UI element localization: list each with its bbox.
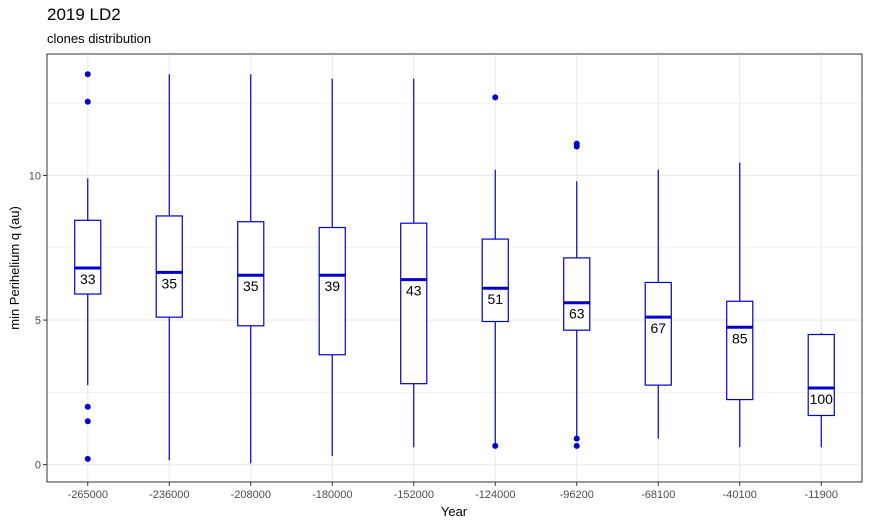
box: [74, 219, 102, 295]
outlier-point: [492, 94, 499, 101]
plot-panel: 0 5 10 -265000 -236000 -208000 -180000 -152000 -…: [29, 53, 863, 501]
outlier-point: [84, 71, 91, 78]
count-label: 100: [810, 391, 834, 407]
x-tick-label: -152000: [394, 489, 434, 501]
count-label: 43: [406, 283, 422, 299]
chart-subtitle: clones distribution: [47, 31, 151, 46]
y-tick-label: 0: [35, 460, 41, 472]
count-label: 35: [243, 278, 259, 294]
panel-border: [46, 53, 863, 483]
outlier-point: [84, 418, 91, 425]
x-tick-label: -11900: [805, 489, 838, 501]
x-tick-label: -96200: [560, 489, 594, 501]
box: [807, 333, 835, 417]
x-tick-label: -68100: [641, 489, 675, 501]
box: [726, 300, 754, 401]
outlier-point: [573, 143, 580, 150]
box: [481, 238, 509, 323]
outlier-point: [492, 442, 499, 449]
count-label: 85: [732, 330, 748, 346]
x-tick-label: -124000: [475, 489, 515, 501]
count-label: 33: [80, 271, 96, 287]
outlier-point: [573, 435, 580, 442]
x-tick-label: -236000: [149, 489, 189, 501]
y-tick-label: 10: [29, 170, 41, 182]
count-label: 39: [324, 278, 340, 294]
x-tick-label: -40100: [723, 489, 757, 501]
box: [644, 281, 672, 386]
x-tick-label: -265000: [68, 489, 108, 501]
chart-title: 2019 LD2: [47, 5, 121, 24]
box: [155, 215, 183, 318]
count-label: 63: [569, 306, 585, 322]
outlier-point: [84, 403, 91, 410]
count-label: 67: [650, 320, 666, 336]
x-tick-label: -208000: [231, 489, 271, 501]
box: [400, 222, 428, 385]
box: [318, 226, 346, 356]
y-axis-title: min Perihelium q (au): [7, 206, 22, 330]
box: [563, 257, 591, 331]
outlier-point: [84, 98, 91, 105]
outlier-point: [84, 455, 91, 462]
x-axis-title: Year: [441, 504, 468, 519]
x-tick-label: -180000: [312, 489, 352, 501]
count-label: 35: [161, 275, 177, 291]
count-label: 51: [487, 291, 503, 307]
outlier-point: [573, 442, 580, 449]
y-tick-label: 5: [35, 315, 41, 327]
